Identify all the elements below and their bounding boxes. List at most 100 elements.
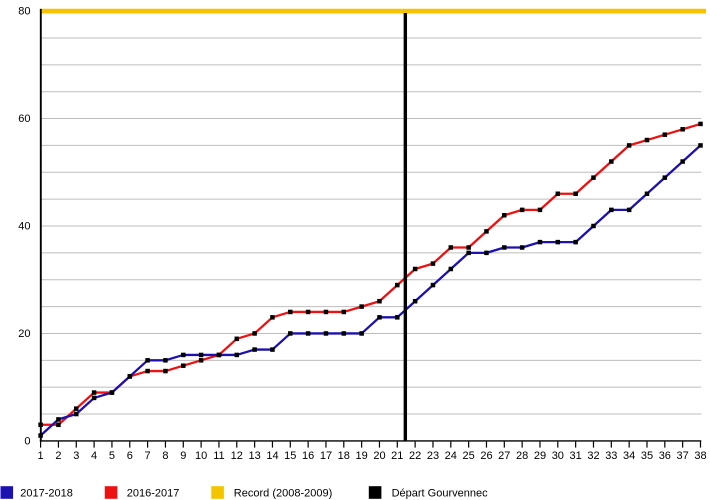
series-markers-2017-2018 <box>38 143 703 438</box>
data-point-marker <box>502 245 507 250</box>
x-tick-label: 7 <box>145 450 151 462</box>
data-point-marker <box>305 331 311 336</box>
data-point-marker <box>662 175 668 180</box>
data-point-marker <box>555 191 561 197</box>
x-tick-label: 9 <box>180 450 186 462</box>
data-point-marker <box>484 250 489 256</box>
x-tick-label: 20 <box>373 450 385 462</box>
legend-item-2016-2017: 2016-2017 <box>104 486 179 499</box>
x-tick-label: 15 <box>284 450 296 462</box>
y-tick-label: 40 <box>18 221 30 233</box>
x-tick-label: 13 <box>248 450 260 462</box>
data-point-marker <box>412 266 418 272</box>
data-point-marker <box>412 298 418 304</box>
x-tick-label: 35 <box>641 450 653 462</box>
data-point-marker <box>270 347 275 352</box>
legend-item-Départ Gourvennec: Départ Gourvennec <box>368 486 488 499</box>
data-point-marker <box>609 159 614 164</box>
data-point-marker <box>537 239 543 245</box>
x-tick-label: 29 <box>534 450 546 462</box>
x-axis-ticks <box>39 441 702 448</box>
data-point-marker <box>91 395 97 401</box>
x-tick-label: 8 <box>162 450 168 462</box>
x-tick-label: 16 <box>302 450 314 462</box>
data-point-marker <box>216 352 222 358</box>
y-tick-label: 0 <box>24 436 30 448</box>
data-point-marker <box>680 127 685 132</box>
axes <box>39 8 702 442</box>
legend-item-2017-2018: 2017-2018 <box>0 486 73 499</box>
data-point-marker <box>305 309 311 315</box>
data-point-marker <box>145 368 150 374</box>
data-point-marker <box>377 315 382 320</box>
data-point-marker <box>626 143 632 148</box>
data-point-marker <box>359 331 364 336</box>
legend-swatch <box>0 486 14 499</box>
legend: 2017-2018 2016-2017 Record (2008-2009) Dépa… <box>0 486 488 499</box>
y-axis-labels: 0 20 40 60 80 <box>18 6 30 448</box>
data-point-marker <box>573 239 578 245</box>
data-point-marker <box>591 223 596 229</box>
data-point-marker <box>609 207 614 213</box>
series-line-2017-2018 <box>39 144 702 437</box>
x-tick-label: 10 <box>195 450 207 462</box>
data-point-marker <box>502 213 507 218</box>
data-series <box>38 121 703 438</box>
data-point-marker <box>288 331 293 336</box>
data-point-marker <box>74 406 79 411</box>
data-point-marker <box>555 239 561 245</box>
data-point-marker <box>270 315 275 320</box>
x-tick-label: 38 <box>694 450 706 462</box>
data-point-marker <box>234 336 240 342</box>
legend-swatch <box>211 486 224 499</box>
data-point-marker <box>644 137 650 143</box>
x-tick-label: 19 <box>356 450 368 462</box>
data-point-marker <box>163 358 168 363</box>
data-point-marker <box>662 132 668 137</box>
x-tick-label: 12 <box>231 450 243 462</box>
data-point-marker <box>395 282 400 288</box>
legend-swatch <box>368 486 382 499</box>
series-line-2016-2017 <box>40 122 701 426</box>
data-point-marker <box>181 352 186 358</box>
data-point-marker <box>323 331 329 336</box>
x-tick-label: 21 <box>391 450 403 462</box>
data-point-marker <box>91 390 97 395</box>
gridlines <box>40 37 702 415</box>
data-point-marker <box>466 250 471 256</box>
data-point-marker <box>56 417 61 422</box>
legend-swatch <box>104 486 118 499</box>
x-tick-label: 28 <box>516 450 528 462</box>
data-point-marker <box>644 191 650 197</box>
data-point-marker <box>519 207 525 213</box>
data-point-marker <box>448 245 454 250</box>
x-tick-label: 3 <box>73 450 79 462</box>
x-tick-label: 18 <box>338 450 350 462</box>
x-tick-label: 31 <box>570 450 582 462</box>
x-tick-label: 33 <box>605 450 617 462</box>
data-point-marker <box>341 331 347 336</box>
data-point-marker <box>519 245 525 250</box>
y-tick-label: 20 <box>18 328 30 340</box>
data-point-marker <box>395 315 400 320</box>
data-point-marker <box>698 143 703 148</box>
data-point-marker <box>359 304 364 309</box>
data-point-marker <box>198 352 204 358</box>
data-point-marker <box>252 331 257 336</box>
x-tick-label: 17 <box>320 450 332 462</box>
data-point-marker <box>198 358 204 363</box>
x-tick-label: 30 <box>552 450 564 462</box>
legend-label: Record (2008-2009) <box>234 487 332 499</box>
data-point-marker <box>145 358 150 363</box>
data-point-marker <box>537 207 543 213</box>
x-tick-label: 32 <box>587 450 599 462</box>
data-point-marker <box>163 368 168 374</box>
x-tick-label: 36 <box>659 450 671 462</box>
data-point-marker <box>484 229 489 234</box>
data-point-marker <box>127 374 133 379</box>
legend-item-Record (2008-2009): Record (2008-2009) <box>211 486 332 499</box>
data-point-marker <box>430 261 436 266</box>
x-tick-label: 37 <box>677 450 689 462</box>
